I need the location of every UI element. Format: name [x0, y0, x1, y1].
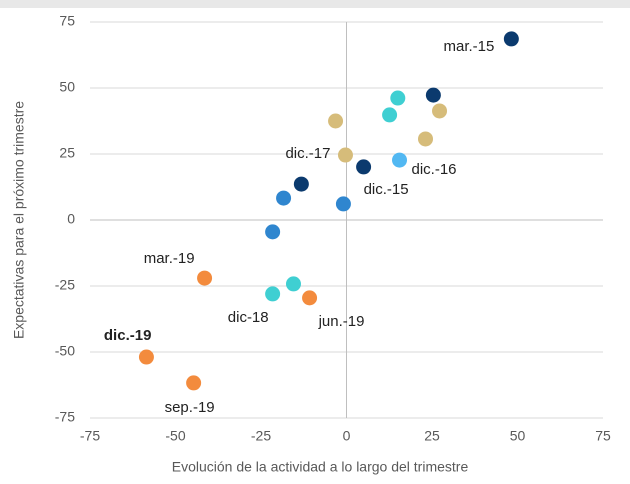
point [392, 152, 408, 168]
y-tick-label: -50 [55, 343, 75, 359]
point-label: sep.-19 [165, 399, 215, 416]
point [337, 147, 353, 163]
point-label: dic-18 [228, 309, 269, 326]
point [197, 270, 213, 286]
point [425, 87, 441, 103]
point [265, 224, 281, 240]
point [335, 196, 351, 212]
point [285, 276, 301, 292]
point [293, 176, 309, 192]
x-tick-label: 50 [510, 428, 526, 444]
x-tick-label: 25 [424, 428, 440, 444]
x-tick-label: 75 [595, 428, 611, 444]
point [328, 113, 344, 129]
point [390, 90, 406, 106]
x-tick-label: -25 [251, 428, 271, 444]
y-tick-label: -75 [55, 409, 75, 425]
point-label: dic.-15 [364, 181, 409, 198]
point-label: mar.-15 [443, 38, 494, 55]
y-tick-label: 25 [59, 145, 75, 161]
y-tick-label: 75 [59, 13, 75, 29]
x-tick-label: 0 [343, 428, 351, 444]
point-label: dic.-17 [285, 145, 330, 162]
point [276, 190, 292, 206]
x-tick-label: -75 [80, 428, 100, 444]
point [432, 103, 448, 119]
y-axis-title: Expectativas para el próximo trimestre [11, 101, 27, 339]
point [138, 349, 154, 365]
point [382, 107, 398, 123]
point [302, 290, 318, 306]
x-axis-title: Evolución de la actividad a lo largo del… [172, 459, 469, 475]
point [418, 131, 434, 147]
point-label: dic.-19 [104, 327, 152, 344]
y-tick-label: 50 [59, 79, 75, 95]
y-tick-label: 0 [67, 211, 75, 227]
y-tick-label: -25 [55, 277, 75, 293]
point [265, 286, 281, 302]
point [503, 31, 519, 47]
x-tick-label: -50 [165, 428, 185, 444]
top-band [0, 0, 630, 8]
point [186, 375, 202, 391]
point-label: mar.-19 [144, 250, 195, 267]
point-label: jun.-19 [318, 313, 365, 330]
point [356, 159, 372, 175]
point-label: dic.-16 [412, 161, 457, 178]
